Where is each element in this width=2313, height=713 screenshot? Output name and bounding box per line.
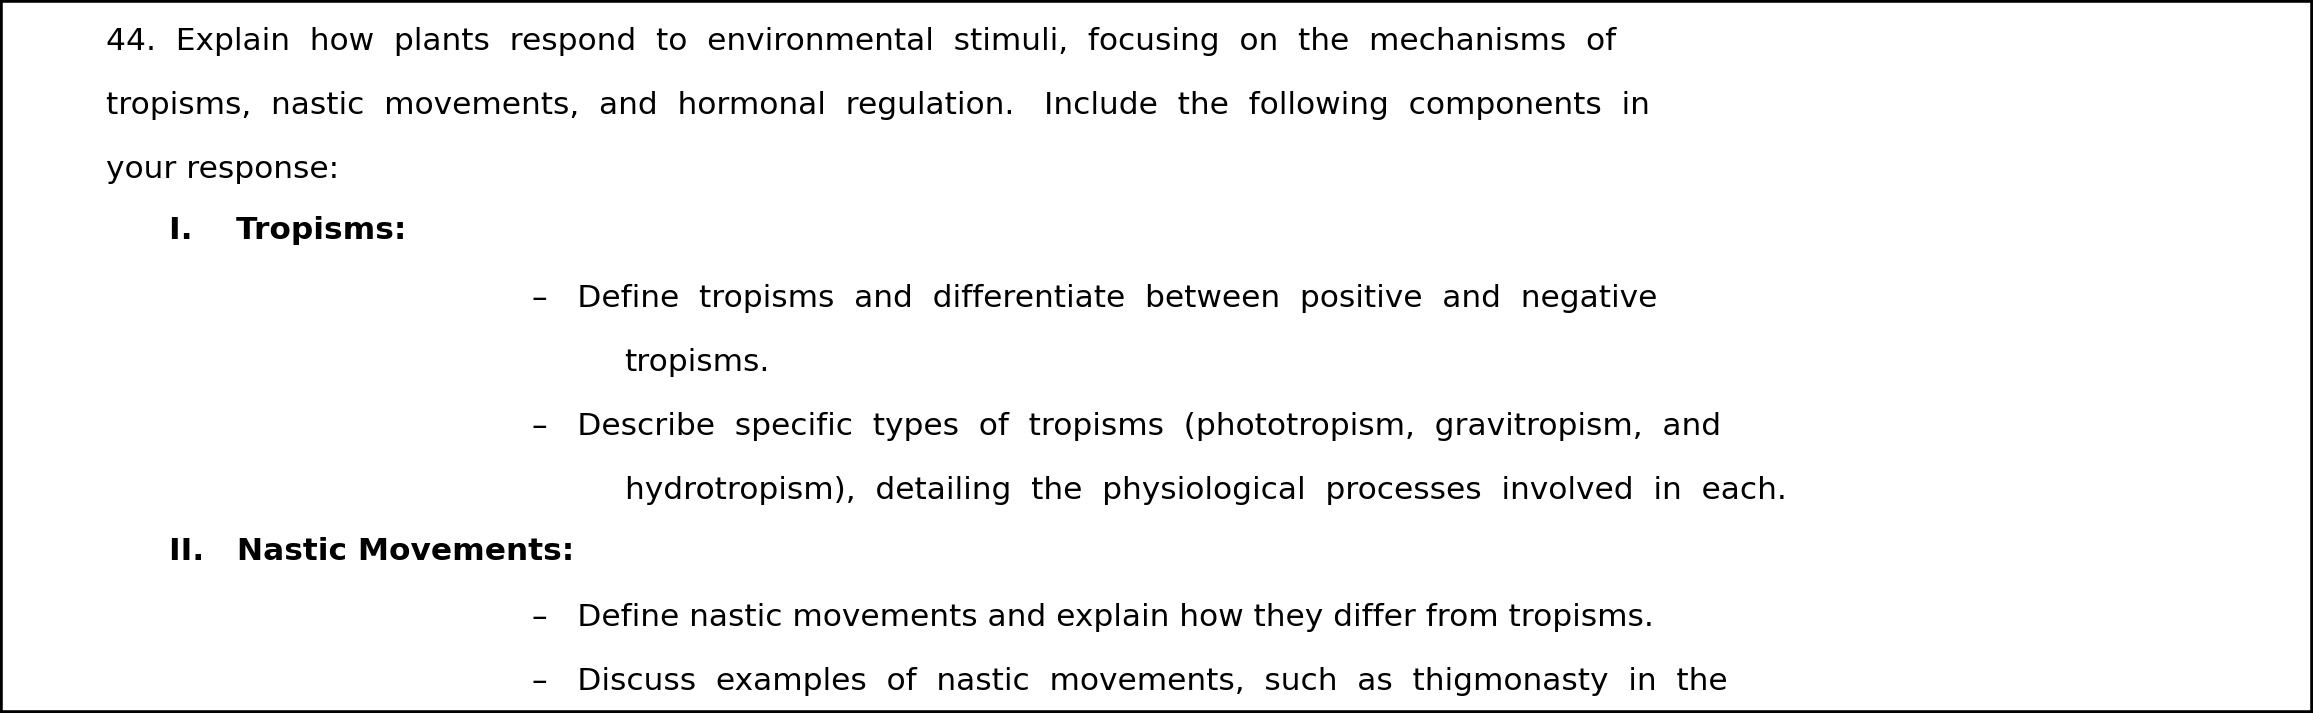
Text: II.   Nastic Movements:: II. Nastic Movements: (169, 537, 574, 565)
Text: hydrotropism),  detailing  the  physiological  processes  involved  in  each.: hydrotropism), detailing the physiologic… (625, 476, 1786, 505)
Text: I.    Tropisms:: I. Tropisms: (169, 216, 407, 245)
Text: –   Define  tropisms  and  differentiate  between  positive  and  negative: – Define tropisms and differentiate betw… (532, 284, 1658, 312)
Text: –   Describe  specific  types  of  tropisms  (phototropism,  gravitropism,  and: – Describe specific types of tropisms (p… (532, 412, 1721, 441)
Text: –   Discuss  examples  of  nastic  movements,  such  as  thigmonasty  in  the: – Discuss examples of nastic movements, … (532, 667, 1728, 696)
Text: tropisms,  nastic  movements,  and  hormonal  regulation.   Include  the  follow: tropisms, nastic movements, and hormonal… (106, 91, 1649, 120)
Text: tropisms.: tropisms. (625, 348, 770, 376)
Text: your response:: your response: (106, 155, 340, 184)
Text: 44.  Explain  how  plants  respond  to  environmental  stimuli,  focusing  on  t: 44. Explain how plants respond to enviro… (106, 27, 1617, 56)
Text: –   Define nastic movements and explain how they differ from tropisms.: – Define nastic movements and explain ho… (532, 603, 1654, 632)
